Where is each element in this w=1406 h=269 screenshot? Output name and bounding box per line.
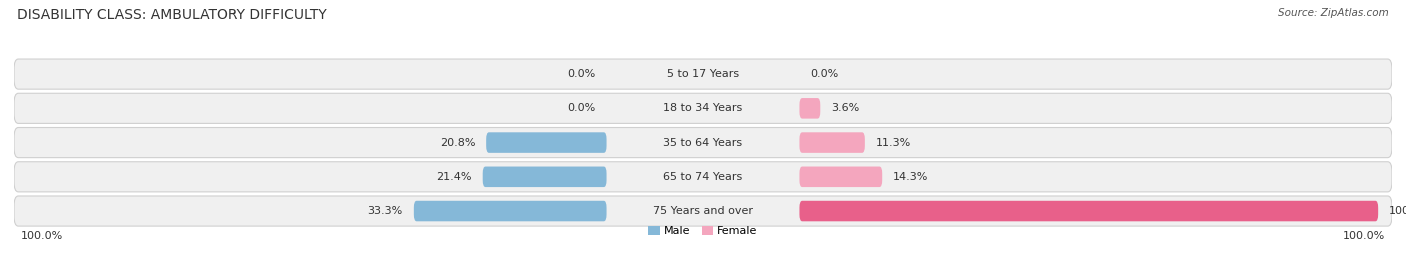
Text: 0.0%: 0.0% <box>567 103 596 113</box>
Text: 14.3%: 14.3% <box>893 172 928 182</box>
Text: 11.3%: 11.3% <box>876 137 911 148</box>
Legend: Male, Female: Male, Female <box>644 222 762 240</box>
Text: 21.4%: 21.4% <box>436 172 471 182</box>
FancyBboxPatch shape <box>800 167 882 187</box>
Text: 20.8%: 20.8% <box>440 137 475 148</box>
FancyBboxPatch shape <box>482 167 606 187</box>
Text: 3.6%: 3.6% <box>831 103 859 113</box>
Text: 0.0%: 0.0% <box>810 69 839 79</box>
FancyBboxPatch shape <box>800 98 820 119</box>
FancyBboxPatch shape <box>14 128 1392 158</box>
Text: DISABILITY CLASS: AMBULATORY DIFFICULTY: DISABILITY CLASS: AMBULATORY DIFFICULTY <box>17 8 326 22</box>
FancyBboxPatch shape <box>486 132 606 153</box>
Text: 33.3%: 33.3% <box>367 206 402 216</box>
FancyBboxPatch shape <box>14 196 1392 226</box>
Text: 18 to 34 Years: 18 to 34 Years <box>664 103 742 113</box>
FancyBboxPatch shape <box>800 201 1378 221</box>
FancyBboxPatch shape <box>800 132 865 153</box>
Text: 5 to 17 Years: 5 to 17 Years <box>666 69 740 79</box>
FancyBboxPatch shape <box>14 162 1392 192</box>
Text: 35 to 64 Years: 35 to 64 Years <box>664 137 742 148</box>
Text: 100.0%: 100.0% <box>1343 231 1385 241</box>
FancyBboxPatch shape <box>14 93 1392 123</box>
FancyBboxPatch shape <box>413 201 606 221</box>
Text: 65 to 74 Years: 65 to 74 Years <box>664 172 742 182</box>
Text: 0.0%: 0.0% <box>567 69 596 79</box>
FancyBboxPatch shape <box>14 59 1392 89</box>
Text: 75 Years and over: 75 Years and over <box>652 206 754 216</box>
Text: 100.0%: 100.0% <box>1389 206 1406 216</box>
Text: 100.0%: 100.0% <box>21 231 63 241</box>
Text: Source: ZipAtlas.com: Source: ZipAtlas.com <box>1278 8 1389 18</box>
